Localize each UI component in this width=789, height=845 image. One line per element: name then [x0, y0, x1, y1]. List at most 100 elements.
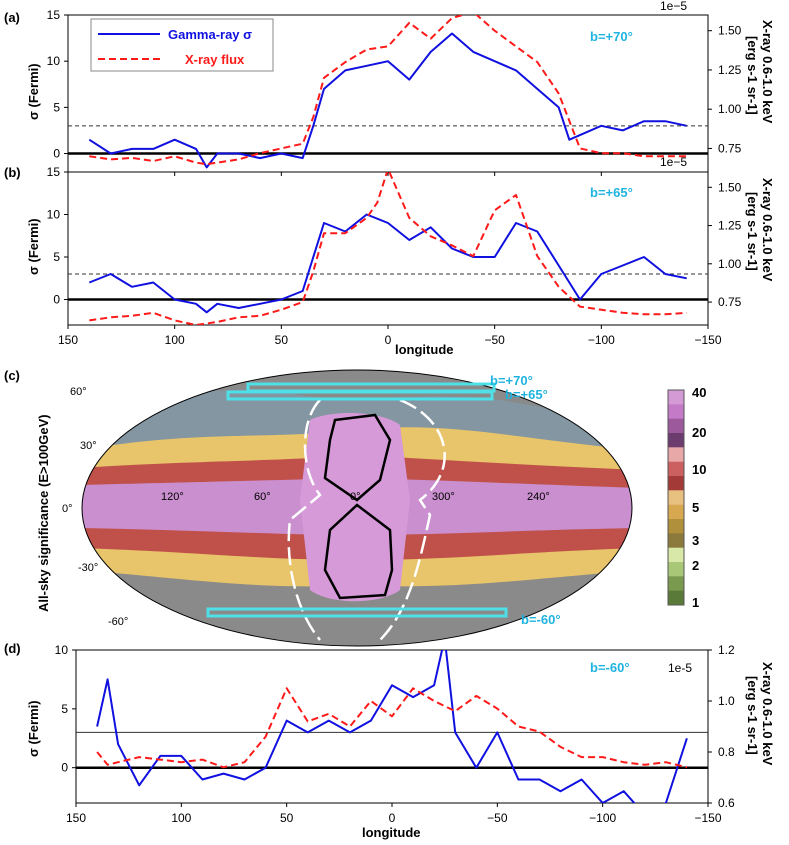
gamma-series-b — [88, 213, 687, 314]
sigma-tick-label: 10 — [55, 643, 69, 657]
x-tick-label: −150 — [694, 333, 721, 347]
colorbar-segment — [668, 418, 684, 434]
xray-tick-label: 1.00 — [718, 102, 742, 116]
strip-b-60 — [206, 607, 508, 618]
x-tick-label: 150 — [66, 811, 86, 825]
colorbar-segment — [668, 390, 684, 405]
sigma-tick-label: 5 — [53, 100, 60, 114]
colorbar-label: 20 — [692, 425, 706, 440]
lat-label-30: 30° — [80, 440, 97, 452]
xray-series-d — [96, 687, 688, 769]
x-tick-label: 100 — [165, 333, 185, 347]
colorbar-label: 5 — [692, 500, 699, 515]
lat-label-60: 60° — [70, 386, 87, 398]
colorbar-label: 10 — [692, 462, 706, 477]
x-tick-label: 150 — [58, 333, 78, 347]
xray-series-b — [89, 172, 687, 325]
xray-tick-label: 1.2 — [718, 643, 735, 657]
panel-c: (c) All-sky significance (E>100GeV) b=+7… — [4, 368, 706, 647]
colorbar-segment — [668, 519, 684, 534]
colorbar-segment — [668, 447, 684, 463]
xray-tick-label: 1.25 — [718, 63, 742, 77]
skymap-outline — [81, 369, 633, 647]
panel-a-label: (a) — [4, 10, 20, 25]
colorbar-segment — [668, 490, 684, 506]
sigma-tick-label: 10 — [47, 54, 61, 68]
x-tick-label: 50 — [280, 811, 294, 825]
strip-label-b65: b=+65° — [505, 387, 548, 402]
colorbar-segment — [668, 590, 684, 606]
x-tick-label: −50 — [484, 333, 505, 347]
x-tick-label: 0 — [385, 333, 392, 347]
panel-b-y2label-2: [erg s-1 sr-1] — [745, 192, 760, 271]
x-tick-label: −100 — [589, 811, 616, 825]
colorbar-segment — [668, 562, 684, 577]
panel-b-label: (b) — [4, 165, 21, 180]
x-tick-label: −150 — [694, 811, 721, 825]
panel-a: (a) 15 10 5 0 1.50 1.25 1.00 0.75 b=+70° 1e−5 G… — [4, 0, 775, 176]
x-tick-label: −50 — [487, 811, 508, 825]
panel-a-exponent: 1e−5 — [660, 0, 687, 13]
lat-label-m30: -30° — [78, 562, 98, 574]
lon-label-0: 0° — [350, 491, 361, 503]
colorbar-segment — [668, 461, 684, 477]
colorbar-frame — [667, 389, 685, 606]
panel-d-ylabel: σ (Fermi) — [26, 700, 41, 757]
panel-b-ylabel: σ (Fermi) — [26, 218, 41, 275]
sigma-tick-label: 0 — [53, 293, 60, 307]
sigma-tick-label: 0 — [53, 147, 60, 161]
lat-label-m60: -60° — [108, 616, 128, 628]
x-tick-label: 100 — [171, 811, 191, 825]
lon-label-240: 240° — [527, 491, 550, 503]
lat-label-0: 0° — [62, 503, 73, 515]
strip-label-b-60: b=-60° — [521, 612, 561, 627]
sigma-tick-label: 5 — [53, 250, 60, 264]
colorbar-label: 3 — [692, 533, 699, 548]
xray-tick-label: 0.8 — [718, 745, 735, 759]
legend-gamma-label: Gamma-ray σ — [168, 27, 252, 42]
colorbar-segment — [668, 433, 684, 448]
legend: Gamma-ray σ X-ray flux — [90, 18, 274, 72]
xray-tick-label: 1.00 — [718, 257, 742, 271]
skymap — [82, 370, 632, 646]
xray-tick-label: 1.25 — [718, 219, 742, 233]
strip-label-b70: b=+70° — [490, 373, 533, 388]
panel-a-y2label-1: X-ray 0.6-1.0 keV — [760, 20, 775, 124]
panel-a-y2label-2: [erg s-1 sr-1] — [745, 36, 760, 115]
sigma-tick-label: 15 — [47, 8, 61, 22]
panel-d-b-label: b=-60° — [590, 660, 630, 675]
colorbar-segment — [668, 504, 684, 520]
colorbar-segment — [668, 404, 684, 420]
panel-a-b-label: b=+70° — [590, 29, 633, 44]
colorbar-segment — [668, 547, 684, 563]
north-bubble-outline — [323, 413, 392, 502]
xray-tick-label: 0.75 — [718, 295, 742, 309]
x-tick-label: −100 — [588, 333, 615, 347]
panel-d-label: (d) — [4, 641, 21, 656]
colorbar-label: 1 — [692, 595, 699, 610]
sigma-tick-label: 10 — [47, 208, 61, 222]
panel-a-ylabel: σ (Fermi) — [26, 63, 41, 120]
panel-d-exponent: 1e-5 — [668, 661, 692, 675]
colorbar-label: 2 — [692, 558, 699, 573]
sigma-tick-label: 5 — [61, 702, 68, 716]
xray-tick-label: 0.75 — [718, 141, 742, 155]
colorbar-label: 40 — [692, 385, 706, 400]
panel-b-xlabel: longitude — [395, 342, 454, 357]
panel-d-y2label-2: [erg s-1 sr-1] — [745, 676, 760, 755]
colorbar-segment — [668, 476, 684, 491]
colorbar-segment — [668, 576, 684, 592]
panel-b-y2label-1: X-ray 0.6-1.0 keV — [760, 178, 775, 282]
skymap-ylabel: All-sky significance (E>100GeV) — [36, 414, 51, 612]
legend-box — [90, 18, 274, 72]
xray-tick-label: 1.0 — [718, 694, 735, 708]
panel-b-exponent: 1e−5 — [660, 155, 687, 169]
x-tick-label: 0 — [389, 811, 396, 825]
xray-tick-label: 1.50 — [718, 24, 742, 38]
strip-b65 — [226, 390, 494, 401]
lon-label-300: 300° — [432, 491, 455, 503]
colorbar-segment — [668, 533, 684, 549]
sigma-tick-label: 0 — [61, 761, 68, 775]
panel-b-b-label: b=+65° — [590, 185, 633, 200]
panel-d-xlabel: longitude — [362, 825, 421, 840]
